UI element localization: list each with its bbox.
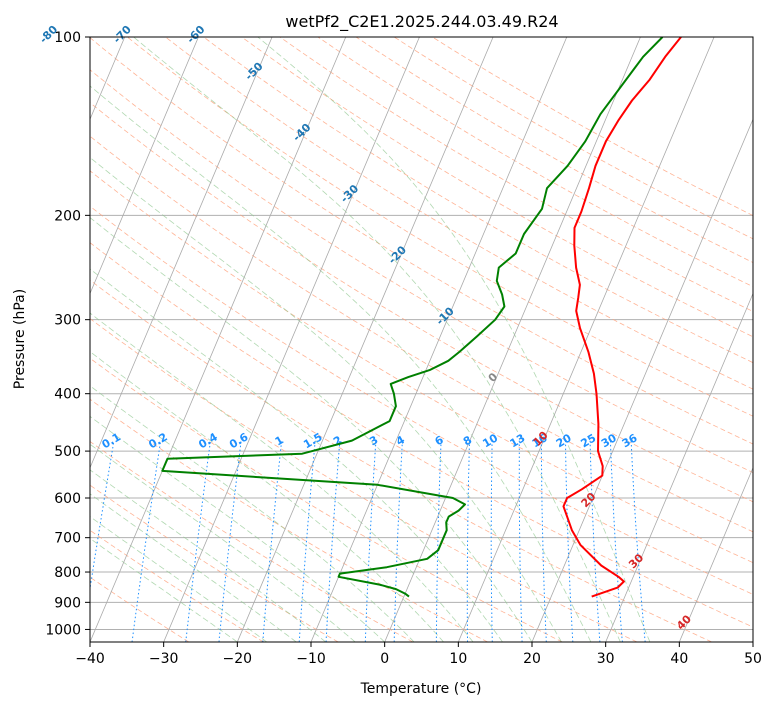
y-tick-label: 500 [54, 444, 81, 460]
mixing-ratio-line [131, 440, 162, 642]
dry-adiabat-line [90, 318, 638, 642]
mixing-ratio-line [218, 440, 242, 642]
mixing-ratio-line [518, 440, 523, 642]
x-tick-label: −30 [149, 651, 179, 667]
mixing-ratio-line [262, 440, 283, 642]
dry-adiabat-line [90, 37, 753, 445]
mixing-ratio-line [630, 440, 646, 642]
y-tick-label: 700 [54, 531, 81, 547]
isotherm-line [678, 466, 753, 642]
mixing-ratio-line [90, 440, 115, 592]
mixing-ratio-line [610, 440, 623, 642]
moist-adiabat-line [90, 516, 268, 642]
dry-adiabat-line [90, 242, 753, 628]
moist-adiabat-line [90, 537, 238, 642]
dry-adiabat-line [90, 484, 339, 642]
isotherm-line [605, 292, 753, 642]
mixing-ratio-line [565, 440, 574, 642]
mixing-ratio-line [298, 440, 316, 642]
dry-adiabat-line [90, 398, 488, 642]
moist-adiabat-line [90, 156, 562, 642]
mixing-ratio-line [589, 440, 601, 642]
y-tick-label: 900 [54, 595, 81, 611]
x-tick-label: −20 [223, 651, 253, 667]
moist-adiabat-line [90, 493, 297, 642]
y-tick-label: 600 [54, 491, 81, 507]
x-tick-label: 20 [523, 651, 541, 667]
y-axis-title: Pressure (hPa) [12, 289, 28, 389]
isotherm-line [531, 118, 753, 642]
y-tick-label: 1000 [45, 622, 81, 638]
y-tick-label: 400 [54, 387, 81, 403]
dewpoint-line [161, 37, 664, 598]
dry-adiabat-line [90, 135, 753, 533]
x-tick-label: 50 [744, 651, 762, 667]
isotherm-line [163, 37, 420, 642]
x-axis: −40 −30 −20 −10 0 10 20 30 40 50 [75, 642, 762, 667]
temperature-line [562, 37, 682, 598]
isotherm-line [236, 37, 494, 642]
y-tick-label: 200 [54, 208, 81, 224]
dry-adiabat-line [90, 279, 712, 642]
y-tick-label: 800 [54, 565, 81, 581]
dry-adiabat-line [203, 37, 753, 364]
y-tick-label: 100 [54, 30, 81, 46]
isotherm-line [90, 37, 273, 469]
x-tick-label: −10 [296, 651, 326, 667]
skewed-isotherms [90, 37, 753, 642]
isotherm-line [384, 37, 641, 642]
dry-adiabat-line [90, 69, 753, 473]
chart-title: wetPf2_C2E1.2025.244.03.49.R24 [285, 12, 558, 32]
isotherm-line [90, 37, 347, 642]
moist-adiabat-line [90, 217, 533, 642]
mixing-ratio-line [466, 440, 470, 642]
y-axis: 100 200 300 400 500 600 700 800 900 1000 [45, 30, 90, 638]
x-tick-label: 40 [670, 651, 688, 667]
dry-adiabat-line [90, 102, 753, 503]
moist-adiabat-line [133, 37, 621, 642]
mixing-ratio-line [364, 440, 377, 642]
plot-frame [89, 36, 754, 643]
x-axis-title: Temperature (°C) [360, 681, 482, 697]
x-tick-label: 30 [597, 651, 615, 667]
moist-adiabat-line [90, 351, 444, 642]
mixing-ratio-line [393, 440, 403, 642]
x-tick-label: −40 [75, 651, 105, 667]
dry-adiabat-line [90, 205, 753, 595]
y-tick-label: 300 [54, 313, 81, 329]
mixing-ratio-line [490, 440, 493, 642]
moist-adiabat-line [90, 415, 385, 642]
dry-adiabat-line [241, 37, 753, 338]
isotherm-line [310, 37, 568, 642]
mixing-ratio-lines [90, 440, 646, 642]
dry-adiabat-line [317, 37, 753, 288]
dry-adiabat-line [279, 37, 753, 312]
x-tick-label: 10 [449, 651, 467, 667]
mixing-ratio-line [185, 440, 211, 642]
mixing-ratio-line [325, 440, 341, 642]
dry-adiabat-line [90, 357, 563, 642]
x-tick-label: 0 [380, 651, 389, 667]
mixing-ratio-line [540, 440, 547, 642]
dry-adiabat-line [90, 529, 264, 642]
isotherm-line [457, 37, 715, 642]
moist-adiabat-line [90, 85, 592, 642]
isotherm-line [90, 37, 199, 295]
mixing-ratio-line [435, 440, 442, 642]
moist-adiabat-line [90, 385, 415, 642]
sounding-series [161, 37, 682, 598]
moist-adiabat-line [90, 312, 474, 642]
